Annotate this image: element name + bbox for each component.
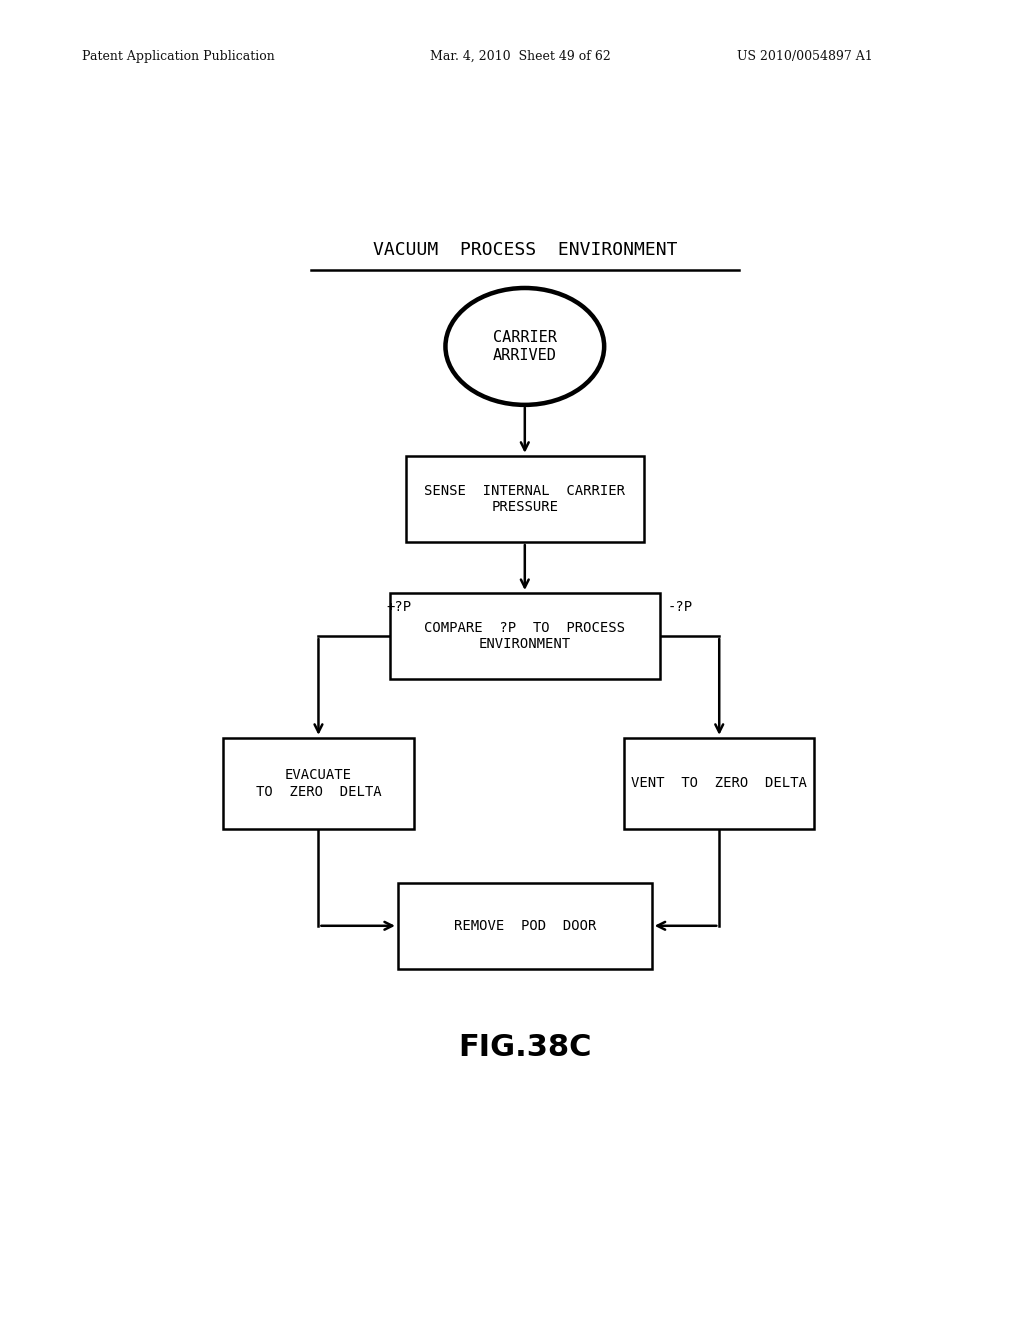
Text: +?P: +?P: [386, 599, 411, 614]
Text: EVACUATE
TO  ZERO  DELTA: EVACUATE TO ZERO DELTA: [256, 768, 381, 799]
FancyBboxPatch shape: [624, 738, 814, 829]
Text: CARRIER
ARRIVED: CARRIER ARRIVED: [493, 330, 557, 363]
Text: COMPARE  ?P  TO  PROCESS
ENVIRONMENT: COMPARE ?P TO PROCESS ENVIRONMENT: [424, 620, 626, 651]
Text: VENT  TO  ZERO  DELTA: VENT TO ZERO DELTA: [631, 776, 807, 791]
Text: SENSE  INTERNAL  CARRIER
PRESSURE: SENSE INTERNAL CARRIER PRESSURE: [424, 484, 626, 513]
FancyBboxPatch shape: [397, 883, 651, 969]
Ellipse shape: [445, 288, 604, 405]
Text: US 2010/0054897 A1: US 2010/0054897 A1: [737, 50, 873, 63]
Text: FIG.38C: FIG.38C: [458, 1034, 592, 1063]
FancyBboxPatch shape: [390, 593, 659, 680]
Text: Patent Application Publication: Patent Application Publication: [82, 50, 274, 63]
FancyBboxPatch shape: [406, 455, 644, 543]
Text: VACUUM  PROCESS  ENVIRONMENT: VACUUM PROCESS ENVIRONMENT: [373, 240, 677, 259]
Text: REMOVE  POD  DOOR: REMOVE POD DOOR: [454, 919, 596, 933]
Text: -?P: -?P: [668, 599, 693, 614]
FancyBboxPatch shape: [223, 738, 414, 829]
Text: Mar. 4, 2010  Sheet 49 of 62: Mar. 4, 2010 Sheet 49 of 62: [430, 50, 611, 63]
